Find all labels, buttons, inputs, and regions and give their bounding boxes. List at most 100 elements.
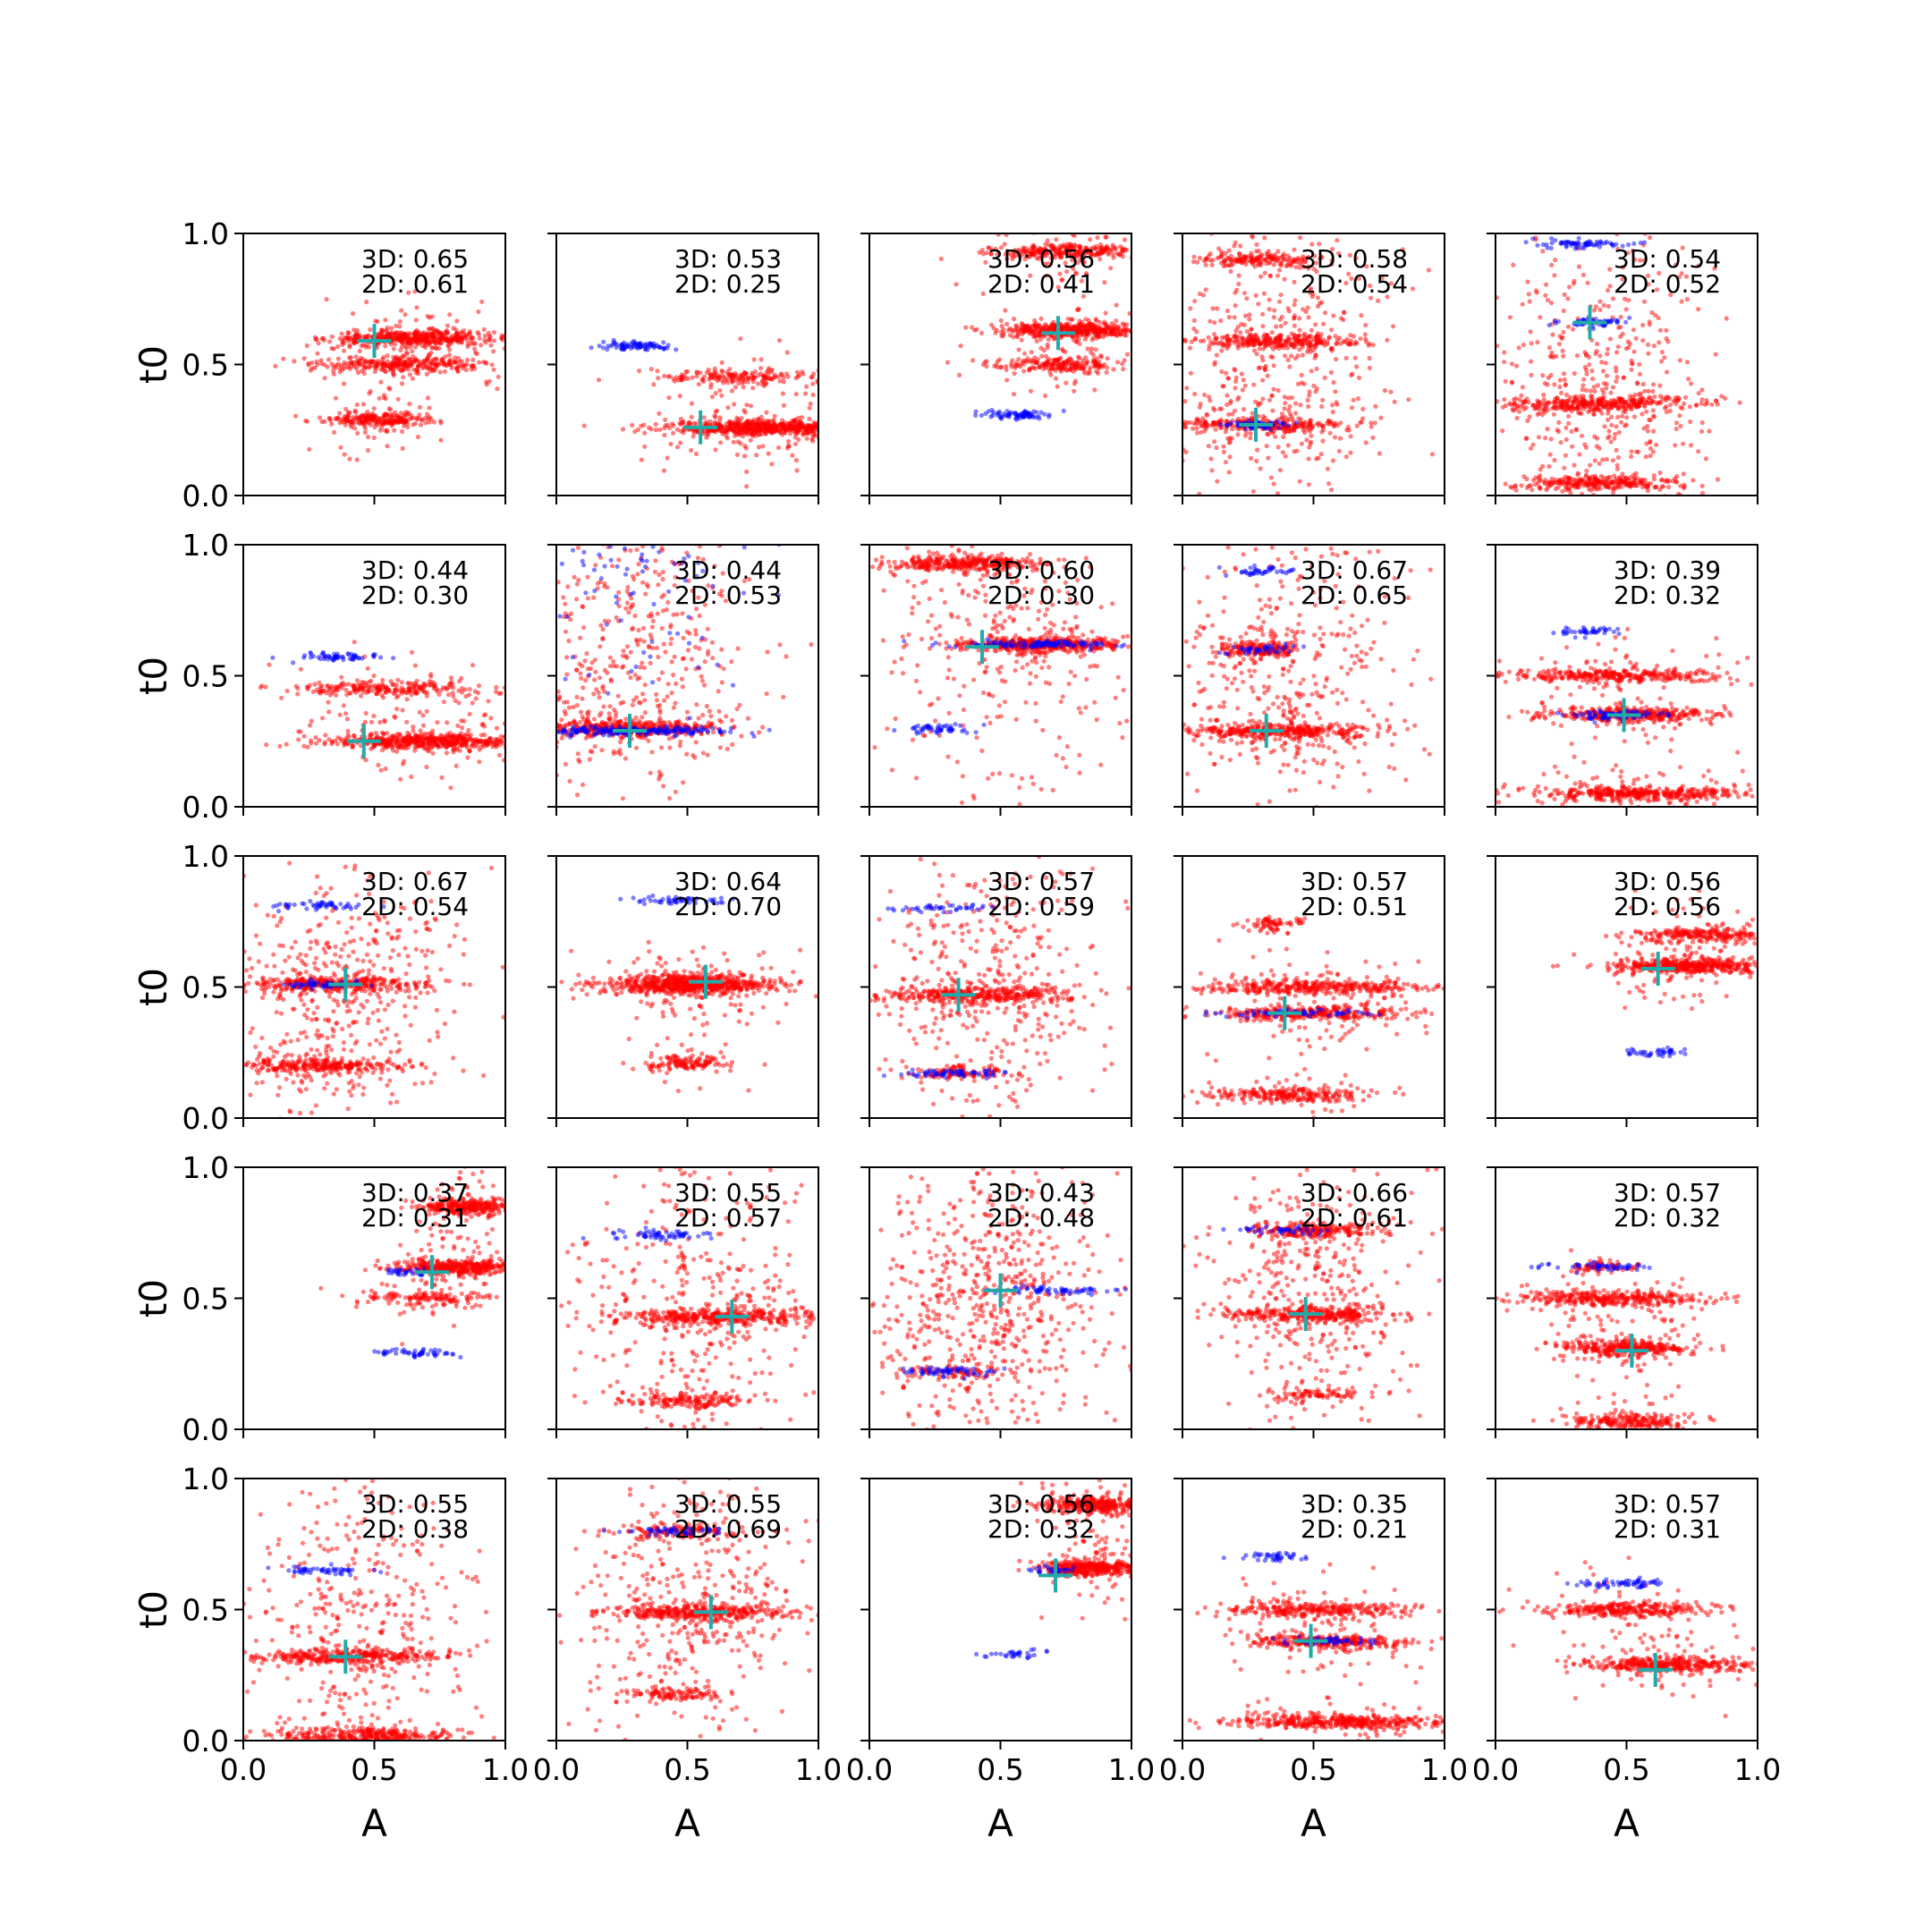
sample-point (1242, 254, 1249, 259)
sample-point (780, 421, 785, 427)
sample-point (1228, 253, 1234, 259)
sample-point (1250, 411, 1255, 416)
sample-point (1197, 255, 1203, 261)
sample-point (349, 360, 355, 366)
sample-point (1293, 265, 1299, 270)
sample-point (1254, 352, 1259, 357)
sample-point (1092, 387, 1097, 393)
sample-point (1244, 329, 1250, 335)
sample-point (352, 426, 358, 431)
sample-point (1224, 402, 1230, 408)
sample-point (1336, 250, 1342, 256)
sample-point (1520, 385, 1525, 390)
sample-point (349, 420, 354, 426)
sample-point (1108, 327, 1114, 333)
sample-point (385, 325, 390, 330)
sample-point (467, 328, 473, 335)
sample-point (1549, 476, 1555, 481)
sample-point (1299, 372, 1304, 377)
sample-point (741, 385, 746, 390)
sample-point (1623, 409, 1628, 414)
sample-point (1278, 420, 1284, 426)
sample-point (354, 402, 360, 408)
sample-point (741, 425, 747, 430)
sample-point (1307, 445, 1312, 450)
sample-point (1046, 261, 1051, 267)
sample-point (424, 364, 429, 369)
sample-point (469, 338, 474, 343)
sample-point (476, 309, 481, 315)
sample-point (1322, 310, 1328, 316)
sample-point (735, 417, 741, 422)
sample-point (363, 344, 369, 350)
sample-point (1297, 327, 1302, 333)
sample-point (459, 329, 464, 335)
sample-point (1327, 430, 1333, 436)
sample-point (1316, 455, 1321, 461)
sample-point (375, 360, 380, 366)
sample-point (1083, 317, 1089, 322)
sample-point (1677, 358, 1682, 363)
sample-point (1105, 365, 1110, 370)
sample-point (970, 325, 975, 330)
sample-point (1072, 378, 1078, 384)
sample-point (1604, 381, 1609, 386)
sample-point (1592, 476, 1597, 481)
sample-point (1221, 444, 1226, 449)
sample-point (1069, 317, 1074, 322)
sample-point (1318, 452, 1324, 457)
sample-point (662, 373, 667, 378)
sample-point (333, 395, 338, 401)
sample-point (407, 372, 412, 377)
sample-point (1120, 246, 1125, 251)
sample-point (1072, 366, 1078, 371)
sample-point (1097, 257, 1103, 262)
sample-point (819, 371, 824, 376)
sample-point (1052, 357, 1058, 362)
sample-point (1307, 393, 1312, 398)
sample-point (419, 422, 424, 428)
sample-point (1349, 275, 1354, 282)
sample-point (393, 342, 398, 347)
sample-point (386, 406, 392, 411)
sample-point (1569, 428, 1574, 434)
sample-point (1269, 330, 1275, 335)
sample-point (809, 375, 814, 380)
sample-point (1319, 255, 1325, 260)
sample-point (1225, 376, 1231, 381)
sample-point (731, 439, 736, 445)
sample-point (1206, 444, 1211, 449)
sample-point (371, 435, 377, 440)
sample-point (415, 434, 421, 440)
sample-point (1032, 366, 1038, 371)
sample-point (322, 376, 327, 381)
sample-point (1241, 291, 1248, 296)
sample-point (1260, 324, 1266, 329)
sample-point (1080, 293, 1087, 299)
sample-point (1217, 421, 1223, 427)
sample-point (1580, 477, 1585, 482)
sample-point (657, 427, 663, 432)
sample-point (1595, 480, 1600, 486)
sample-point (1264, 258, 1269, 263)
sample-point (755, 417, 761, 422)
sample-point (769, 368, 775, 373)
sample-point (601, 339, 606, 344)
sample-point (984, 250, 989, 256)
sample-point (995, 365, 1001, 370)
sample-point (1292, 449, 1297, 454)
sample-point (1536, 400, 1541, 405)
sample-point (1265, 373, 1270, 378)
sample-point (378, 379, 384, 385)
sample-point (1233, 303, 1238, 309)
sample-point (1295, 381, 1301, 386)
sample-point (435, 336, 440, 342)
sample-point (1084, 329, 1089, 335)
sample-point (719, 369, 724, 374)
sample-points (581, 336, 824, 489)
sample-point (463, 332, 469, 338)
sample-point (625, 343, 631, 349)
sample-point (1294, 419, 1300, 426)
sample-point (1002, 242, 1007, 247)
sample-point (1600, 496, 1605, 501)
